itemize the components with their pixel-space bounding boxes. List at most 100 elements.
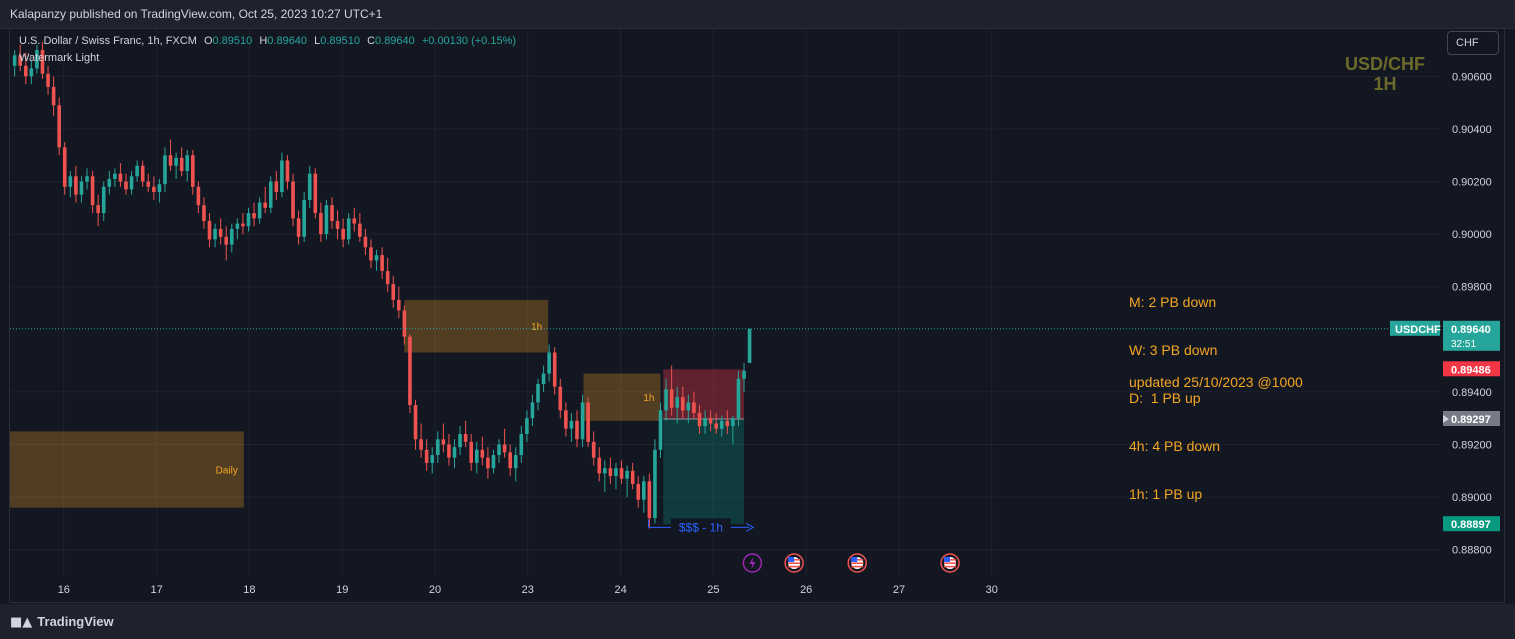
- open-value: 0.89510: [212, 35, 253, 47]
- candle-body: [46, 73, 50, 87]
- candle-body: [536, 384, 540, 403]
- candle: [513, 447, 518, 482]
- candle: [435, 431, 440, 463]
- candle: [742, 362, 746, 392]
- candle-body: [491, 455, 496, 469]
- candle-body: [463, 433, 468, 442]
- candle-body: [79, 181, 84, 195]
- price-tick-label: 0.90000: [1452, 229, 1492, 241]
- candle: [725, 410, 730, 434]
- candle-body: [413, 405, 418, 440]
- candle-body: [280, 160, 284, 193]
- chart-frame[interactable]: [9, 28, 1505, 603]
- candle: [497, 439, 501, 463]
- overlays: $$$ - 1h: [10, 328, 1440, 535]
- candle-body: [530, 402, 535, 419]
- candle-body: [18, 55, 23, 66]
- candle-body: [152, 186, 156, 193]
- candle: [697, 405, 702, 434]
- candle-body: [23, 65, 28, 77]
- candle-body: [408, 336, 412, 406]
- time-tick-label: 16: [58, 584, 70, 596]
- candle-body: [541, 373, 546, 385]
- candle: [430, 447, 435, 474]
- candle-body: [424, 449, 429, 463]
- time-tick-label: 25: [707, 584, 719, 596]
- candle: [508, 444, 512, 477]
- candle: [397, 286, 401, 319]
- candle: [280, 152, 284, 198]
- candle-body: [358, 223, 362, 237]
- candle-body: [569, 420, 574, 429]
- time-tick-label: 23: [522, 584, 534, 596]
- candle-body: [675, 397, 680, 408]
- candle: [163, 147, 167, 193]
- candle-body: [196, 186, 201, 206]
- candle: [202, 197, 206, 229]
- candle-body: [229, 228, 234, 245]
- high-value: 0.89640: [267, 35, 308, 47]
- candle: [79, 176, 84, 203]
- candle-body: [552, 352, 557, 387]
- candle: [85, 168, 89, 190]
- analysis-notes: M: 2 PB down W: 3 PB down D: 1 PB up 4h:…: [1129, 262, 1220, 518]
- candle: [135, 160, 139, 182]
- candle: [124, 173, 128, 195]
- candle: [608, 457, 613, 484]
- candle: [224, 226, 229, 261]
- candle: [463, 420, 468, 448]
- candle-body: [74, 176, 78, 195]
- time-tick-label: 26: [800, 584, 812, 596]
- high-label: H: [259, 35, 268, 47]
- candle: [341, 218, 345, 248]
- candle: [146, 173, 151, 193]
- candle: [408, 334, 412, 413]
- candle: [168, 139, 173, 172]
- candle: [118, 163, 123, 187]
- candle: [46, 65, 50, 95]
- candle: [185, 149, 190, 182]
- candle: [603, 460, 607, 492]
- price-badge-value: 0.89297: [1451, 414, 1491, 426]
- candle: [296, 210, 301, 245]
- price-badge-value: 0.89640: [1451, 324, 1491, 336]
- price-tick-label: 0.90200: [1452, 177, 1492, 189]
- note-line: M: 2 PB down: [1129, 294, 1217, 310]
- candle: [552, 347, 557, 395]
- candle-body: [124, 181, 128, 190]
- candle-body: [296, 218, 301, 237]
- candle: [558, 378, 563, 419]
- currency-button[interactable]: CHF: [1447, 31, 1499, 55]
- price-badges: USDCHF 0.89640 32:51 0.89486 0.89297 0.88897: [1390, 320, 1500, 532]
- candle: [519, 426, 524, 463]
- candle-body: [51, 86, 56, 106]
- candle: [458, 426, 462, 456]
- candle-body: [603, 468, 607, 474]
- candle-body: [597, 457, 602, 474]
- us-flag-stripe: [944, 565, 957, 568]
- candle: [363, 228, 368, 256]
- candle-body: [397, 299, 401, 311]
- price-badge-value: 0.89486: [1451, 364, 1491, 376]
- us-flag-stripe: [851, 562, 864, 564]
- candle-body: [235, 223, 240, 229]
- candle: [614, 462, 618, 490]
- candle-body: [163, 155, 167, 185]
- low-value: 0.89510: [320, 35, 360, 47]
- candle: [391, 276, 396, 308]
- candle: [664, 378, 668, 421]
- candle: [380, 247, 384, 279]
- candle-body: [341, 228, 345, 240]
- candle: [647, 473, 652, 529]
- tradingview-logo[interactable]: ■▲ TradingView: [10, 614, 114, 630]
- candle: [51, 76, 56, 116]
- candle-body: [146, 181, 151, 187]
- note-line: D: 1 PB up: [1129, 390, 1201, 406]
- target-arrow-label: $$$ - 1h: [679, 520, 723, 534]
- candle: [385, 257, 390, 292]
- candle: [346, 213, 351, 245]
- candle-body: [274, 181, 279, 193]
- price-badge: [1443, 411, 1500, 427]
- candle-body: [191, 155, 195, 187]
